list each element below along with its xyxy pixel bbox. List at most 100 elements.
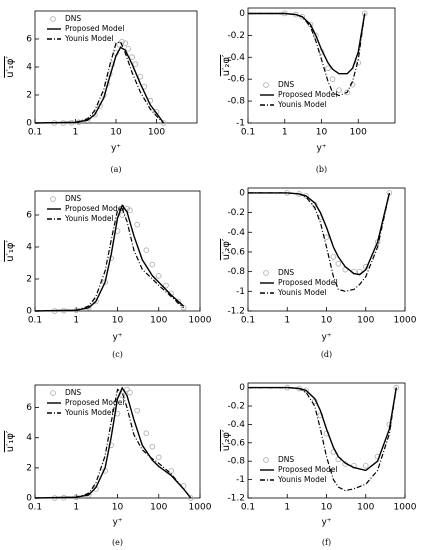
model-line [248,192,390,292]
caption: (c) [112,350,123,359]
legend-label: Younis Model [277,475,327,484]
x-tick-label: 0.1 [241,503,255,513]
caption: (f) [322,538,331,547]
y-tick-label: -0.6 [227,247,245,257]
x-tick-label: 1 [73,503,79,513]
caption: (b) [316,165,327,174]
y-axis-label: u′₁φ′ [5,240,16,262]
y-axis-label: u′₂φ′ [221,429,232,451]
dns-marker [329,76,336,82]
dns-marker [93,298,99,305]
legend-label: DNS [65,388,81,397]
dns-marker [132,61,139,67]
dns-marker [336,87,342,93]
dns-marker [163,282,169,289]
legend-marker [50,390,56,396]
dns-marker [127,389,133,396]
dns-marker [155,272,162,279]
y-tick-label: 0 [239,383,245,393]
dns-marker [119,392,126,399]
x-axis-label: y⁺ [321,333,331,343]
x-axis-label: y⁺ [112,333,122,343]
y-tick-label: 2 [26,91,32,101]
dns-marker [335,260,342,267]
dns-marker [134,407,140,414]
x-axis-label: y⁺ [316,144,326,154]
x-tick-label: 1 [284,503,290,513]
dns-marker [155,454,162,461]
legend-label: Proposed Model [65,398,124,407]
legend-label: Proposed Model [278,90,337,99]
dns-marker [325,65,331,72]
x-axis-label: y⁺ [111,144,121,154]
y-tick-label: -0.8 [227,457,245,467]
x-tick-label: 100 [150,316,167,326]
caption: (a) [110,165,121,174]
dns-marker [344,89,350,96]
dns-marker [108,442,114,449]
y-tick-label: -1 [236,287,245,297]
y-tick-label: 4 [26,433,32,443]
y-tick-label: -0.2 [227,31,245,41]
y-tick-label: -1 [236,119,245,129]
dns-marker [299,13,306,20]
legend-label: DNS [278,268,294,277]
legend-label: Proposed Model [278,278,337,287]
y-tick-label: 0 [26,307,32,317]
y-tick-label: 0 [239,188,245,198]
x-tick-label: 10 [112,316,124,326]
x-tick-label: 100 [350,128,367,138]
x-tick-label: 100 [357,503,374,513]
y-tick-label: -1.2 [227,307,245,317]
model-line [34,41,165,124]
y-axis-label: u′₁φ′ [5,430,16,452]
x-tick-label: 1 [284,316,290,326]
legend-label: DNS [65,14,81,23]
legend-label: DNS [278,455,294,464]
x-tick-label: 1000 [394,503,417,513]
dns-marker [160,120,167,126]
dns-marker [129,54,135,60]
legend-marker [263,270,269,276]
y-tick-label: 2 [26,463,32,473]
x-tick-label: 1000 [394,316,417,326]
y-tick-label: 6 [26,35,32,45]
model-line [34,207,185,312]
dns-marker [143,430,150,437]
y-tick-label: -1 [236,475,245,485]
y-tick-label: -0.2 [227,208,245,218]
y-tick-label: 0 [239,9,245,19]
y-tick-label: -0.4 [227,420,245,430]
dns-marker [149,261,156,268]
model-line [34,203,185,312]
x-tick-label: 1 [73,128,79,138]
dns-marker [168,468,174,474]
legend-marker [263,82,269,88]
x-tick-label: 0.1 [28,316,42,326]
x-tick-label: 1 [73,316,79,326]
y-axis-label: u′₂φ′ [221,54,232,76]
y-tick-label: -0.4 [227,228,245,238]
y-tick-label: -0.8 [227,97,245,107]
dns-marker [149,443,156,450]
y-tick-label: 4 [26,243,32,253]
legend-marker [50,196,56,202]
x-axis-label: y⁺ [112,518,122,528]
x-tick-label: 100 [357,316,374,326]
model-line [248,387,397,492]
y-tick-label: -0.4 [227,53,245,63]
y-tick-label: 0 [26,119,32,129]
legend-label: Younis Model [277,288,327,297]
dns-marker [134,221,140,228]
x-tick-label: 1000 [189,503,212,513]
dns-marker [127,207,133,214]
dns-marker [330,254,337,260]
y-tick-label: -0.2 [227,402,245,412]
y-tick-label: 2 [26,275,32,285]
x-tick-label: 1000 [189,316,212,326]
y-tick-label: 4 [26,63,32,73]
legend-label: Proposed Model [278,465,337,474]
legend-marker [50,16,56,22]
legend-label: Younis Model [64,408,114,417]
x-tick-label: 10 [112,503,124,513]
